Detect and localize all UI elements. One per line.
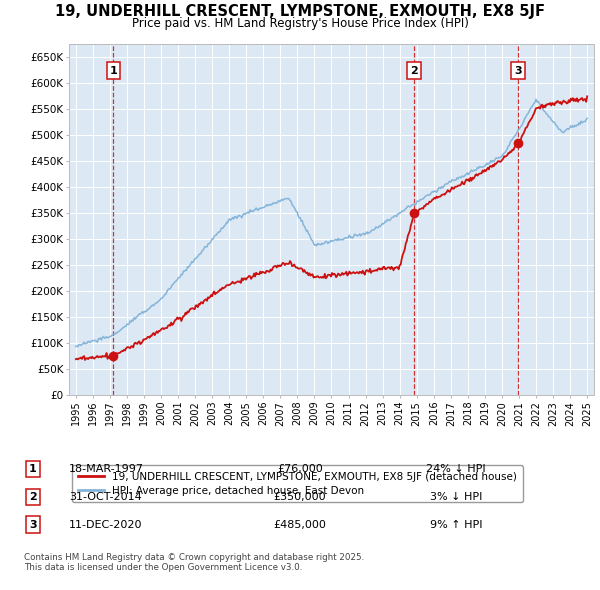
Text: 11-DEC-2020: 11-DEC-2020 — [69, 520, 143, 529]
Text: Contains HM Land Registry data © Crown copyright and database right 2025.: Contains HM Land Registry data © Crown c… — [24, 553, 364, 562]
Text: 2: 2 — [410, 65, 418, 76]
Legend: 19, UNDERHILL CRESCENT, LYMPSTONE, EXMOUTH, EX8 5JF (detached house), HPI: Avera: 19, UNDERHILL CRESCENT, LYMPSTONE, EXMOU… — [71, 466, 523, 502]
Text: 24% ↓ HPI: 24% ↓ HPI — [426, 464, 486, 474]
Text: Price paid vs. HM Land Registry's House Price Index (HPI): Price paid vs. HM Land Registry's House … — [131, 17, 469, 30]
Text: 19, UNDERHILL CRESCENT, LYMPSTONE, EXMOUTH, EX8 5JF: 19, UNDERHILL CRESCENT, LYMPSTONE, EXMOU… — [55, 4, 545, 19]
Text: £350,000: £350,000 — [274, 492, 326, 502]
Text: £485,000: £485,000 — [274, 520, 326, 529]
Text: This data is licensed under the Open Government Licence v3.0.: This data is licensed under the Open Gov… — [24, 563, 302, 572]
Text: 18-MAR-1997: 18-MAR-1997 — [69, 464, 144, 474]
Text: 1: 1 — [29, 464, 37, 474]
Text: 31-OCT-2014: 31-OCT-2014 — [69, 492, 142, 502]
Text: 3: 3 — [514, 65, 522, 76]
Text: £76,000: £76,000 — [277, 464, 323, 474]
Text: 2: 2 — [29, 492, 37, 502]
Text: 9% ↑ HPI: 9% ↑ HPI — [430, 520, 482, 529]
Text: 1: 1 — [110, 65, 118, 76]
Text: 3% ↓ HPI: 3% ↓ HPI — [430, 492, 482, 502]
Text: 3: 3 — [29, 520, 37, 529]
